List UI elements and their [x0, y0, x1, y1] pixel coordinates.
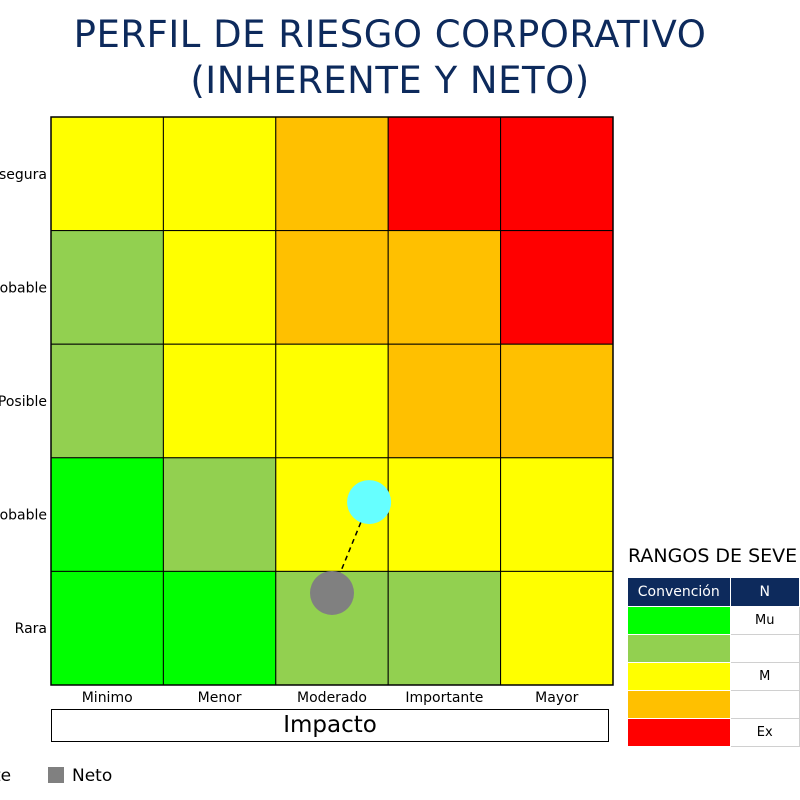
- heatmap-cell-r3-c5: [501, 344, 613, 458]
- heatmap-cell-r5-c2: [163, 571, 275, 685]
- y-tick-label: robable: [0, 508, 47, 524]
- legend-label-inherente: te: [0, 766, 11, 786]
- heatmap-cell-r2-c3: [276, 231, 388, 345]
- severity-row: [628, 691, 800, 719]
- heatmap-cell-r3-c2: [163, 344, 275, 458]
- y-tick-label: Rara: [15, 621, 47, 637]
- severity-label: Ex: [730, 719, 800, 747]
- heatmap-cell-r1-c2: [163, 117, 275, 231]
- x-tick-label: Menor: [198, 690, 242, 706]
- severity-swatch: [628, 691, 731, 719]
- heatmap-cell-r1-c1: [51, 117, 163, 231]
- severity-swatch: [628, 719, 731, 747]
- heatmap-cell-r3-c3: [276, 344, 388, 458]
- severity-table: Convención N Mu M Ex: [627, 577, 800, 747]
- heatmap-cell-r5-c1: [51, 571, 163, 685]
- y-tick-label: segura: [0, 167, 47, 183]
- heatmap-cell-r5-c4: [388, 571, 500, 685]
- x-tick-label: Mayor: [535, 690, 579, 706]
- risk-point-inherente: [347, 480, 391, 524]
- legend-item-neto: Neto: [48, 766, 112, 786]
- severity-header-convencion: Convención: [628, 578, 731, 607]
- severity-row: M: [628, 663, 800, 691]
- x-tick-label: Importante: [405, 690, 483, 706]
- severity-title: RANGOS DE SEVE: [628, 545, 797, 567]
- heatmap-cell-r3-c4: [388, 344, 500, 458]
- heatmap-cell-r5-c5: [501, 571, 613, 685]
- severity-label: Mu: [730, 607, 800, 635]
- severity-row: [628, 635, 800, 663]
- severity-label: [730, 691, 800, 719]
- heatmap-cell-r4-c1: [51, 458, 163, 572]
- heatmap-cell-r4-c5: [501, 458, 613, 572]
- severity-swatch: [628, 663, 731, 691]
- heatmap-cell-r4-c4: [388, 458, 500, 572]
- severity-label: [730, 635, 800, 663]
- heatmap-cell-r1-c4: [388, 117, 500, 231]
- severity-row: Ex: [628, 719, 800, 747]
- severity-header-nivel: N: [730, 578, 800, 607]
- severity-swatch: [628, 635, 731, 663]
- x-tick-label: Minimo: [82, 690, 133, 706]
- legend-item-inherente: te: [0, 766, 11, 786]
- legend-swatch-neto: [48, 767, 64, 783]
- heatmap-cell-r2-c1: [51, 231, 163, 345]
- severity-row: Mu: [628, 607, 800, 635]
- severity-swatch: [628, 607, 731, 635]
- y-tick-label: robable: [0, 280, 47, 296]
- heatmap-cell-r1-c5: [501, 117, 613, 231]
- heatmap-cell-r3-c1: [51, 344, 163, 458]
- heatmap-cell-r2-c2: [163, 231, 275, 345]
- risk-point-neto: [310, 571, 354, 615]
- heatmap-cell-r2-c5: [501, 231, 613, 345]
- legend-label-neto: Neto: [72, 766, 112, 786]
- x-axis-title: Impacto: [51, 709, 609, 742]
- y-tick-label: Posible: [0, 394, 47, 410]
- heatmap-cell-r1-c3: [276, 117, 388, 231]
- severity-label: M: [730, 663, 800, 691]
- heatmap-cell-r4-c2: [163, 458, 275, 572]
- x-tick-label: Moderado: [297, 690, 367, 706]
- heatmap-cell-r2-c4: [388, 231, 500, 345]
